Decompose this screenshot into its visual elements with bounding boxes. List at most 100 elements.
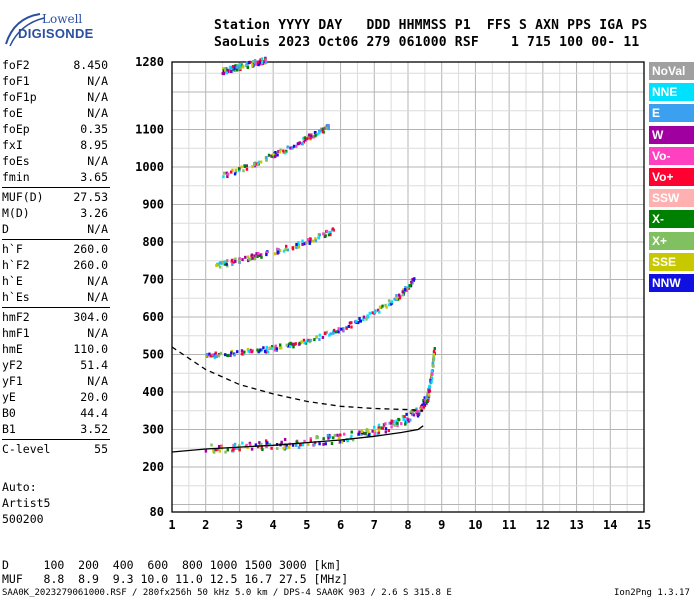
echo-mark <box>265 348 268 352</box>
echo-mark <box>416 414 420 418</box>
echo-mark <box>277 150 280 154</box>
param-key: fxI <box>2 138 23 152</box>
echo-mark <box>378 310 381 314</box>
footer-muf-line: MUF 8.8 8.9 9.3 10.0 11.0 12.5 16.7 27.5… <box>2 572 349 586</box>
echo-mark <box>237 167 241 171</box>
echo-mark <box>426 391 429 395</box>
y-tick-label: 700 <box>142 273 164 287</box>
echo-mark <box>342 432 346 436</box>
echo-mark <box>328 333 331 337</box>
echo-mark <box>377 431 381 435</box>
param-row: fxI 8.95 <box>2 138 108 154</box>
echo-mark <box>268 442 272 446</box>
echo-mark <box>325 330 329 334</box>
echo-mark <box>247 259 250 263</box>
echo-mark <box>373 429 377 433</box>
echo-mark <box>362 318 365 322</box>
param-value: 0.35 <box>80 122 108 136</box>
echo-mark <box>241 258 244 262</box>
echo-mark <box>238 257 241 261</box>
echo-mark <box>408 284 411 288</box>
echo-mark <box>321 335 325 339</box>
echo-mark <box>294 342 297 346</box>
echo-mark <box>337 436 341 440</box>
echo-mark <box>246 255 250 259</box>
echo-mark <box>350 321 353 325</box>
echo-mark <box>431 361 434 365</box>
y-tick-label: 1100 <box>135 123 164 137</box>
echo-mark <box>381 304 384 308</box>
param-value: 8.450 <box>73 58 108 72</box>
echo-mark <box>316 435 319 439</box>
echo-mark <box>254 443 258 447</box>
param-key: D <box>2 222 9 236</box>
echo-mark <box>239 66 242 70</box>
plot-frame <box>171 61 645 513</box>
echo-mark <box>256 445 260 449</box>
echo-mark <box>279 148 282 152</box>
echo-mark <box>381 426 385 430</box>
echo-mark <box>245 164 248 168</box>
param-row: foF2 8.450 <box>2 58 108 74</box>
y-tick-label: 400 <box>142 385 164 399</box>
param-value: 260.0 <box>73 258 108 272</box>
param-value: 44.4 <box>80 406 108 420</box>
echo-mark <box>266 441 269 445</box>
echo-mark <box>289 341 292 345</box>
x-tick-label: 3 <box>236 518 243 532</box>
echo-mark <box>302 140 306 144</box>
echo-mark <box>265 155 268 159</box>
echo-mark <box>286 344 290 348</box>
echo-mark <box>315 335 318 339</box>
echo-mark <box>246 66 250 70</box>
echo-mark <box>257 63 260 67</box>
param-key: h`Es <box>2 290 30 304</box>
x-tick-label: 13 <box>569 518 583 532</box>
param-value: 27.53 <box>73 190 108 204</box>
param-row: D N/A <box>2 222 108 238</box>
param-value: N/A <box>87 106 108 120</box>
echo-mark <box>214 354 217 358</box>
echo-mark <box>251 256 254 260</box>
echo-mark <box>407 286 410 290</box>
echo-mark <box>265 253 268 257</box>
echo-mark <box>274 152 278 156</box>
echo-mark <box>257 251 260 255</box>
echo-mark <box>226 448 230 452</box>
echo-mark <box>397 293 401 297</box>
echo-mark <box>409 284 413 288</box>
param-row: foEp 0.35 <box>2 122 108 138</box>
echo-mark <box>345 326 348 330</box>
echo-mark <box>222 175 225 179</box>
echo-mark <box>251 63 254 67</box>
echo-mark <box>395 296 398 300</box>
echo-mark <box>427 393 431 397</box>
echo-mark <box>395 419 398 423</box>
echo-mark <box>292 345 295 349</box>
param-separator <box>2 307 110 308</box>
logo-lowell: Lowell <box>42 12 83 26</box>
echo-mark <box>252 60 255 64</box>
echo-mark <box>290 342 294 346</box>
legend-item: X- <box>649 210 694 229</box>
param-key: foE <box>2 106 23 120</box>
echo-mark <box>264 58 267 62</box>
echo-mark <box>306 238 310 242</box>
echo-mark <box>327 233 331 237</box>
echo-mark <box>385 305 388 309</box>
y-tick-label: 800 <box>142 235 164 249</box>
echo-mark <box>259 348 262 352</box>
echo-mark <box>302 338 306 342</box>
echo-mark <box>314 239 318 243</box>
echo-mark <box>289 344 292 348</box>
echo-mark <box>226 264 229 268</box>
echo-mark <box>215 448 218 452</box>
echo-mark <box>291 146 294 150</box>
echo-mark <box>334 330 337 334</box>
param-row: fmin 3.65 <box>2 170 108 186</box>
echo-mark <box>358 430 361 434</box>
y-tick-label: 600 <box>142 310 164 324</box>
echo-mark <box>384 430 388 434</box>
echo-mark <box>297 446 301 450</box>
x-tick-label: 14 <box>603 518 617 532</box>
